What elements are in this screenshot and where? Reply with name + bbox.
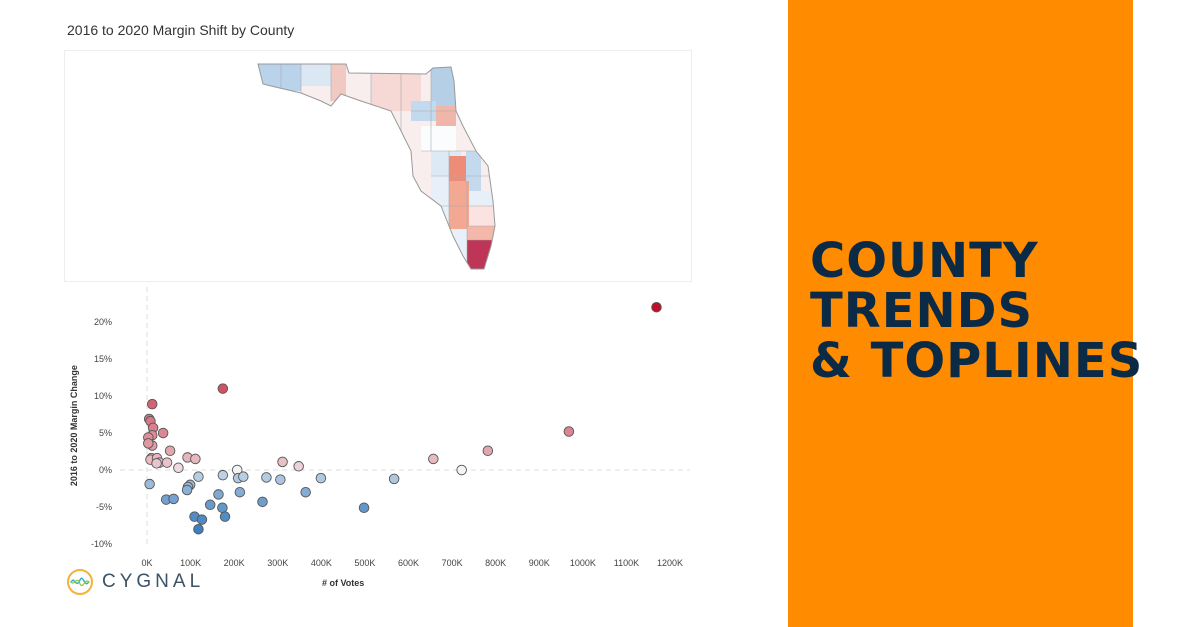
- data-point: [315, 472, 327, 484]
- county-region: [436, 106, 456, 126]
- y-tick-label: 15%: [94, 354, 112, 364]
- data-point: [144, 478, 155, 490]
- y-tick-label: 0%: [99, 465, 112, 475]
- data-point: [196, 514, 208, 525]
- headline-line-3: & TOPLINES: [810, 333, 1144, 389]
- county-region: [421, 126, 456, 151]
- data-point: [651, 301, 662, 313]
- data-point: [234, 486, 246, 498]
- florida-county-map: [64, 50, 692, 282]
- data-point: [293, 461, 304, 472]
- data-point: [146, 398, 158, 410]
- data-point: [151, 458, 162, 469]
- data-point: [143, 438, 154, 449]
- data-point: [157, 427, 169, 439]
- county-region: [258, 64, 301, 91]
- florida-map-svg: [257, 63, 496, 270]
- map-title: 2016 to 2020 Margin Shift by County: [67, 22, 295, 38]
- y-tick-label: 5%: [99, 428, 112, 438]
- cygnal-logo-icon: [67, 569, 93, 595]
- headline: COUNTY TRENDS & TOPLINES: [810, 236, 1143, 386]
- data-point: [173, 462, 184, 474]
- data-point: [482, 445, 494, 457]
- data-point: [275, 474, 286, 485]
- data-point: [193, 523, 204, 535]
- county-region: [431, 176, 449, 216]
- data-point: [358, 502, 370, 513]
- cygnal-logo: CYGNAL: [66, 568, 204, 596]
- data-point: [219, 511, 231, 522]
- x-axis-label: # of Votes: [322, 578, 364, 588]
- data-point: [213, 489, 224, 500]
- x-tick-label: 300K: [267, 558, 288, 568]
- y-axis: -10% -5% 0% 5% 10% 15% 20%: [91, 317, 112, 549]
- data-point: [217, 502, 228, 513]
- x-tick-label: 1200K: [657, 558, 683, 568]
- data-point: [181, 484, 193, 496]
- y-tick-label: -5%: [96, 502, 112, 512]
- scatter-chart: -10% -5% 0% 5% 10% 15% 20% 0K 100K 200K 300K 400K 5…: [69, 287, 690, 588]
- headline-line-2: TRENDS: [810, 283, 1034, 339]
- data-point: [193, 471, 204, 482]
- county-region: [441, 229, 467, 269]
- data-point: [164, 445, 176, 457]
- data-point: [238, 471, 249, 482]
- x-tick-label: 1000K: [570, 558, 596, 568]
- data-point: [277, 456, 288, 468]
- x-tick-label: 900K: [529, 558, 550, 568]
- data-point: [217, 469, 229, 481]
- x-tick-label: 600K: [398, 558, 419, 568]
- x-tick-label: 1100K: [614, 558, 639, 568]
- county-region: [331, 64, 346, 101]
- data-point: [257, 496, 268, 508]
- data-point: [161, 457, 173, 468]
- data-point: [168, 493, 179, 505]
- data-point: [217, 383, 229, 394]
- x-tick-label: 100K: [180, 558, 201, 568]
- county-region: [469, 191, 494, 206]
- data-point: [261, 472, 272, 483]
- county-region: [469, 206, 495, 226]
- x-tick-label: 0K: [141, 558, 152, 568]
- data-point: [300, 486, 311, 498]
- data-point: [456, 464, 467, 476]
- cygnal-logo-text: CYGNAL: [102, 571, 205, 592]
- x-axis: 0K 100K 200K 300K 400K 500K 600K 700K 800K 900K 10…: [141, 558, 683, 568]
- y-tick-label: 10%: [94, 391, 112, 401]
- y-tick-label: -10%: [91, 539, 112, 549]
- x-tick-label: 700K: [442, 558, 463, 568]
- y-axis-label: 2016 to 2020 Margin Change: [69, 365, 79, 486]
- y-tick-label: 20%: [94, 317, 112, 327]
- data-point: [190, 453, 201, 465]
- x-tick-label: 400K: [311, 558, 332, 568]
- x-tick-label: 500K: [354, 558, 375, 568]
- headline-line-1: COUNTY: [810, 233, 1039, 289]
- x-tick-label: 800K: [485, 558, 506, 568]
- county-region: [467, 226, 495, 240]
- county-region: [466, 151, 481, 191]
- data-points: [143, 301, 662, 535]
- data-point: [204, 499, 216, 511]
- data-point: [428, 453, 439, 465]
- x-tick-label: 200K: [224, 558, 245, 568]
- title-panel: COUNTY TRENDS & TOPLINES: [788, 0, 1142, 627]
- data-point: [563, 426, 575, 437]
- data-point: [388, 473, 400, 485]
- county-region: [301, 64, 331, 86]
